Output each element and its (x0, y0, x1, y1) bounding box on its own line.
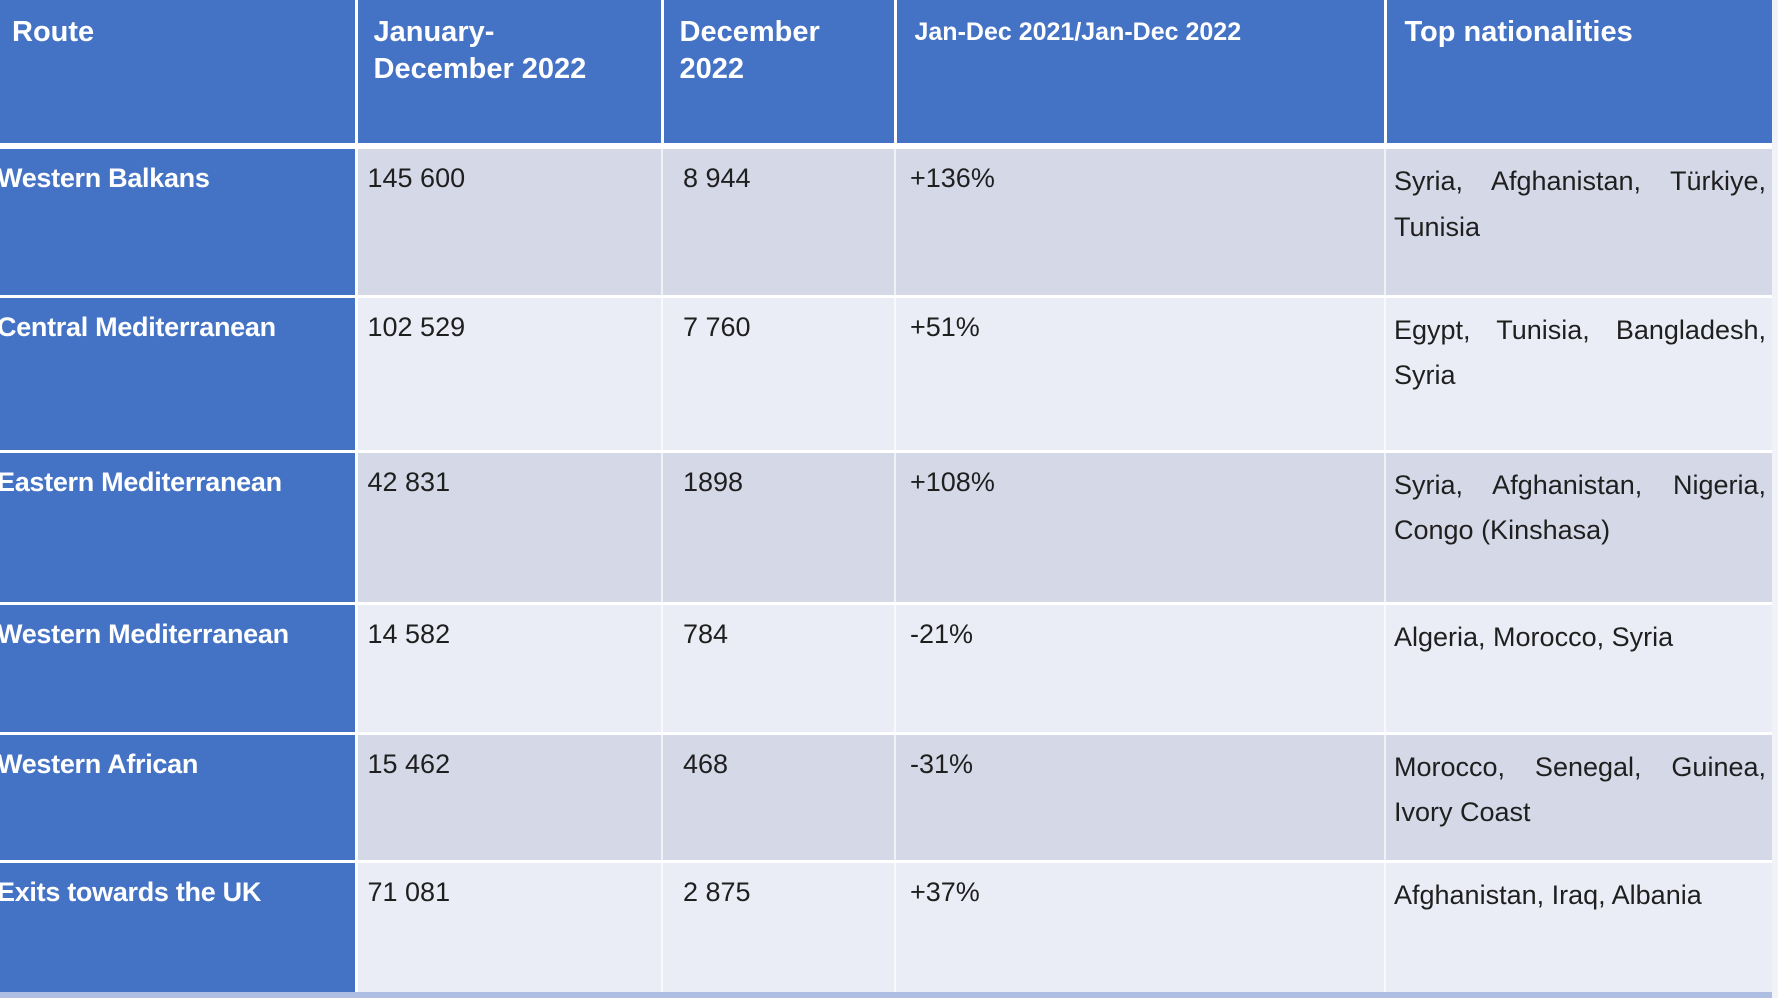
column-header-route: Route (0, 0, 358, 149)
top-nationalities-value: Algeria, Morocco, Syria (1385, 603, 1772, 735)
table-header: Route January- December 2022 December 20… (0, 0, 1772, 149)
route-cell: Exits towards the UK (0, 861, 358, 998)
jan-dec-2022-value: 42 831 (356, 451, 663, 605)
table-body: Western Balkans 145 600 8 944 +136% Syri… (0, 146, 1772, 998)
jan-dec-2022-value: 14 582 (356, 603, 663, 735)
change-percent-value: -31% (895, 733, 1386, 863)
table-row: Western African 15 462 468 -31% Morocco,… (0, 733, 1772, 863)
top-nationalities-value: Egypt, Tunisia, Bangladesh, Syria (1385, 296, 1772, 453)
change-percent-value: +37% (895, 861, 1386, 998)
top-nationalities-value: Afghanistan, Iraq, Albania (1385, 861, 1772, 998)
change-percent-value: +51% (895, 296, 1386, 453)
december-2022-value: 784 (662, 603, 896, 735)
december-2022-value: 468 (662, 733, 896, 863)
column-header-jan-dec-2022: January- December 2022 (356, 0, 664, 149)
column-header-change: Jan-Dec 2021/Jan-Dec 2022 (895, 0, 1387, 149)
table-row: Western Mediterranean 14 582 784 -21% Al… (0, 603, 1772, 735)
route-cell: Central Mediterranean (0, 296, 358, 453)
route-cell: Western Mediterranean (0, 603, 358, 735)
column-header-top-nationalities: Top nationalities (1385, 0, 1772, 149)
header-line-1: January- (373, 16, 495, 48)
change-percent-value: +108% (895, 451, 1386, 605)
change-percent-value: +136% (895, 146, 1386, 298)
december-2022-value: 2 875 (662, 861, 896, 998)
december-2022-value: 8 944 (662, 146, 896, 298)
jan-dec-2022-value: 145 600 (356, 146, 663, 298)
jan-dec-2022-value: 102 529 (356, 296, 663, 453)
top-nationalities-value: Syria, Afghanistan, Türkiye, Tunisia (1385, 146, 1772, 298)
table-row: Central Mediterranean 102 529 7 760 +51%… (0, 296, 1772, 453)
table-row: Western Balkans 145 600 8 944 +136% Syri… (0, 146, 1772, 298)
jan-dec-2022-value: 71 081 (356, 861, 663, 998)
header-line-1: December (679, 16, 820, 48)
route-cell: Western African (0, 733, 358, 863)
december-2022-value: 1898 (662, 451, 896, 605)
top-nationalities-value: Morocco, Senegal, Guinea, Ivory Coast (1385, 733, 1772, 863)
header-line-2: 2022 (679, 53, 745, 86)
jan-dec-2022-value: 15 462 (356, 733, 663, 863)
table-row: Exits towards the UK 71 081 2 875 +37% A… (0, 861, 1772, 998)
column-header-december-2022: December 2022 (662, 0, 897, 149)
header-line-2: December 2022 (373, 53, 587, 86)
header-row: Route January- December 2022 December 20… (0, 0, 1772, 149)
route-cell: Eastern Mediterranean (0, 451, 358, 605)
change-percent-value: -21% (895, 603, 1386, 735)
table-row: Eastern Mediterranean 42 831 1898 +108% … (0, 451, 1772, 605)
december-2022-value: 7 760 (662, 296, 896, 453)
top-nationalities-value: Syria, Afghanistan, Nigeria, Congo (Kins… (1385, 451, 1772, 605)
route-cell: Western Balkans (0, 146, 358, 298)
